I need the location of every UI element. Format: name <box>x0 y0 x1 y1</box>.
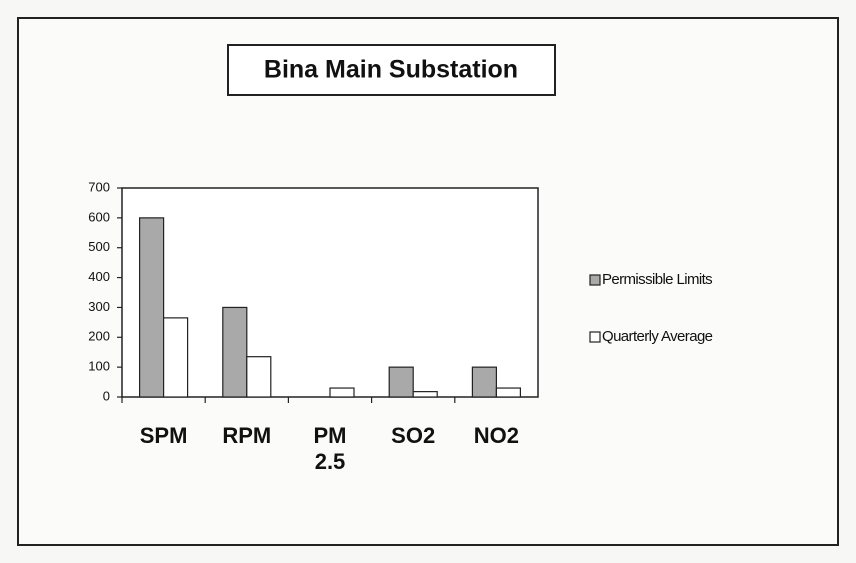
x-tick-label: SPM <box>139 423 188 448</box>
x-tick-label: NO2 <box>473 423 520 448</box>
bar <box>495 387 521 398</box>
plot-area <box>121 187 539 398</box>
legend-swatch <box>589 331 601 343</box>
bar <box>329 387 355 398</box>
bar <box>412 391 438 398</box>
y-tick-label: 200 <box>88 329 110 344</box>
y-tick-label: 600 <box>88 209 110 224</box>
y-tick-label: 700 <box>88 179 110 194</box>
bar <box>388 366 414 398</box>
y-tick-label: 0 <box>103 388 110 403</box>
title-box <box>227 44 556 96</box>
bar <box>222 306 248 398</box>
bar <box>163 317 189 398</box>
x-tick-label: SO2 <box>391 423 436 448</box>
legend-label: Quarterly Average <box>602 328 713 345</box>
x-tick-label: RPM <box>222 423 272 448</box>
y-tick-label: 400 <box>88 269 110 284</box>
bar <box>139 217 165 398</box>
y-tick-label: 500 <box>88 239 110 254</box>
y-tick-label: 300 <box>88 299 110 314</box>
x-tick-label: PM 2.5 <box>313 423 347 474</box>
legend-swatch <box>589 274 601 286</box>
bar <box>471 366 497 398</box>
chart-title: Bina Main Substation <box>264 56 518 84</box>
legend-label: Permissible Limits <box>602 271 712 288</box>
bar <box>246 356 272 398</box>
y-tick-label: 100 <box>88 359 110 374</box>
